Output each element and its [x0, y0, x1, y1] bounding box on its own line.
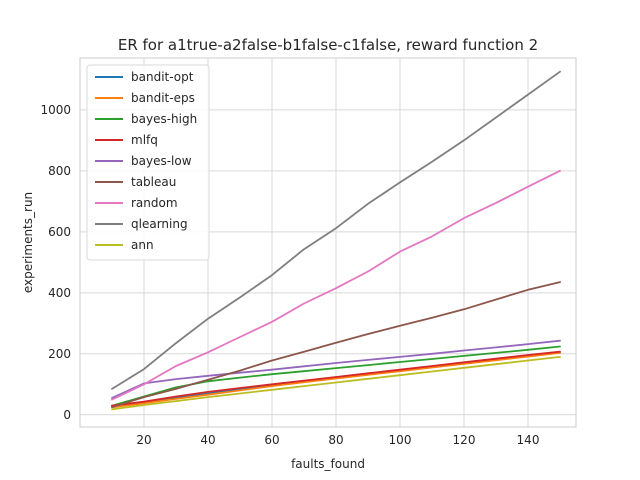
legend-label: random [131, 196, 178, 210]
legend: bandit-opt bandit-eps bayes-high mlfq bayes-… [86, 64, 210, 261]
legend-label: ann [131, 238, 154, 252]
tick-labels: 20 40 60 80 100 120 140 0 200 400 600 800 1000 [40, 103, 539, 447]
legend-label: qlearning [131, 217, 188, 231]
x-tick-label: 60 [264, 433, 279, 447]
series-line-random [111, 169, 561, 401]
y-tick-label: 200 [48, 347, 71, 361]
x-tick-label: 20 [136, 433, 151, 447]
y-tick-label: 400 [48, 286, 71, 300]
x-tick-label: 140 [517, 433, 540, 447]
x-tick-label: 120 [453, 433, 476, 447]
x-tick-label: 80 [328, 433, 343, 447]
x-axis-label: faults_found [291, 457, 365, 471]
legend-label: bayes-low [131, 154, 192, 168]
legend-label: mlfq [131, 133, 158, 147]
plot-area-frame [79, 57, 577, 428]
series-lines [111, 70, 561, 411]
series-line-ann [111, 355, 561, 411]
series-line-bandit-eps [111, 351, 561, 409]
series-line-bayes-low [111, 339, 561, 399]
y-tick-label: 0 [63, 408, 71, 422]
y-tick-label: 600 [48, 225, 71, 239]
x-tick-label: 100 [389, 433, 412, 447]
y-tick-label: 1000 [40, 103, 71, 117]
series-line-qlearning [111, 70, 561, 390]
y-tick-label: 800 [48, 164, 71, 178]
legend-label: bayes-high [131, 112, 197, 126]
legend-label: bandit-eps [131, 91, 195, 105]
legend-label: tableau [131, 175, 176, 189]
y-axis-label: experiments_run [21, 192, 35, 293]
chart-title: ER for a1true-a2false-b1false-c1false, r… [118, 36, 538, 54]
x-tick-label: 40 [200, 433, 215, 447]
legend-box [86, 64, 210, 261]
series-line-mlfq [111, 350, 561, 407]
series-line-tableau [111, 281, 561, 409]
legend-label: bandit-opt [131, 70, 194, 84]
